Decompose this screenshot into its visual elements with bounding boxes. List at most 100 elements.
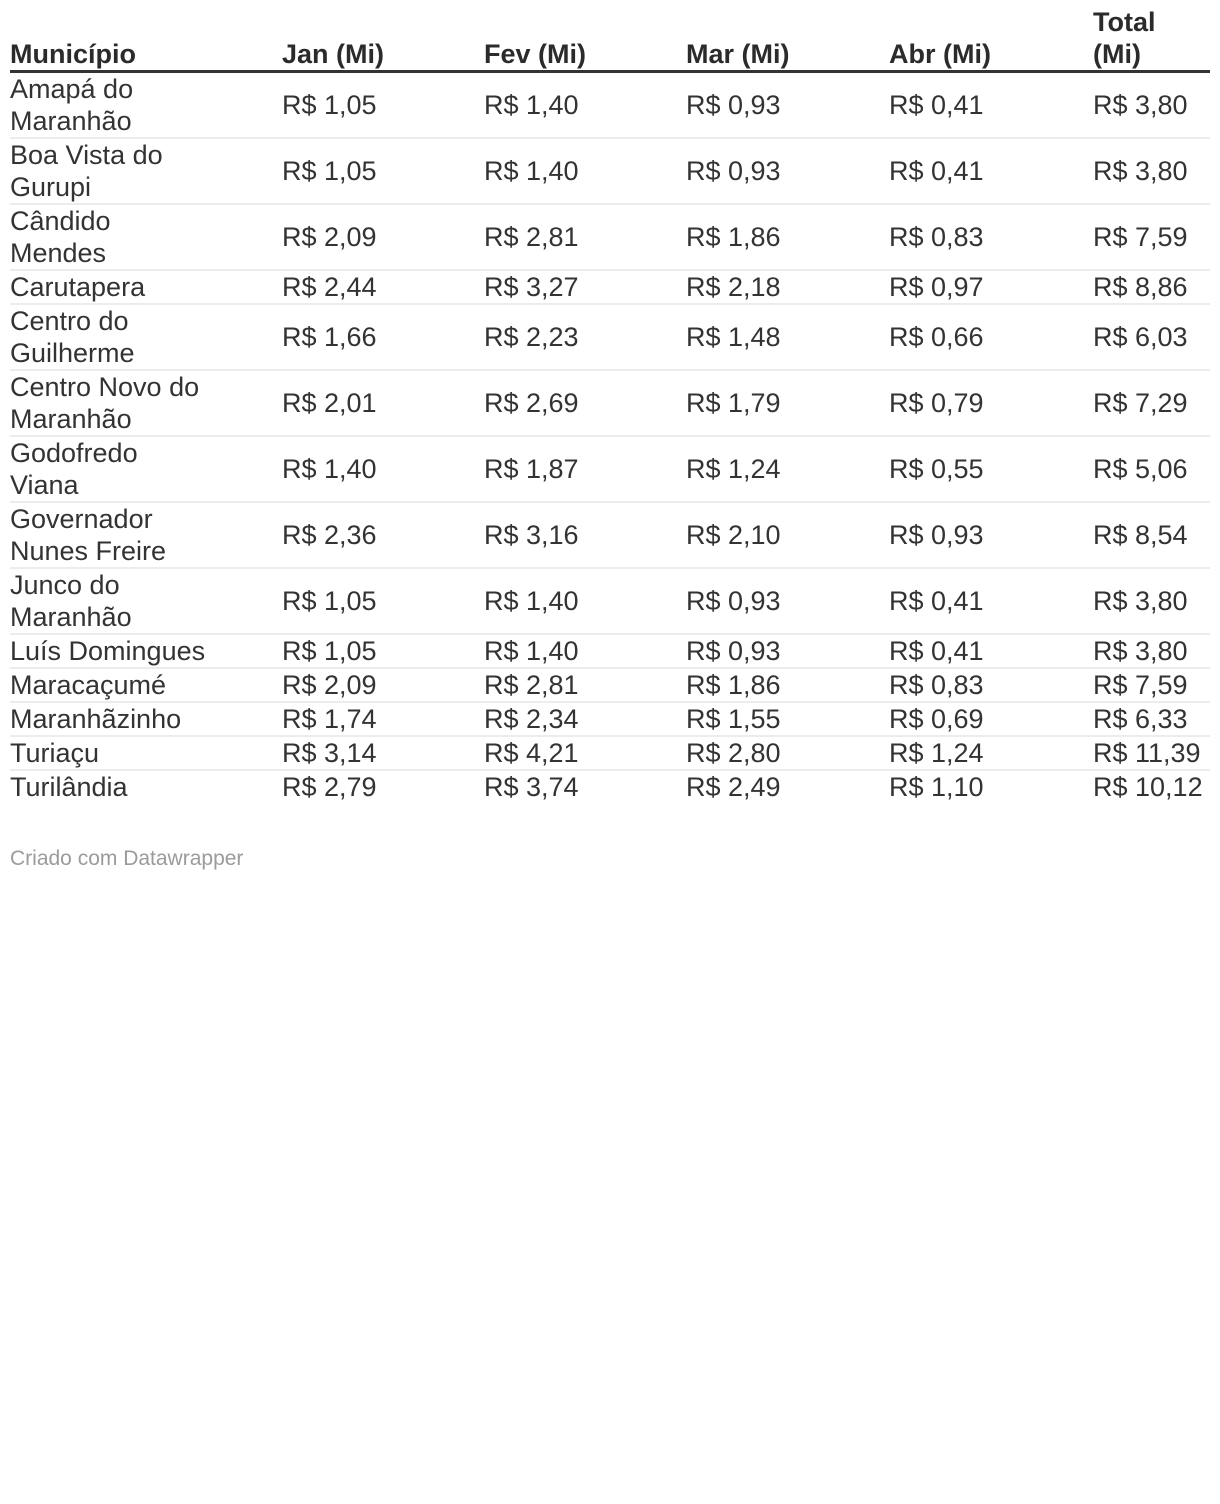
jan-value-cell: R$ 1,05 xyxy=(282,567,484,634)
total-value-cell: R$ 3,80 xyxy=(1093,633,1210,668)
abr-value-cell: R$ 0,97 xyxy=(889,269,1093,304)
fev-value-cell: R$ 4,21 xyxy=(484,735,686,770)
jan-value-cell: R$ 2,01 xyxy=(282,369,484,436)
mar-value-cell: R$ 2,10 xyxy=(686,501,889,568)
fev-value-cell: R$ 2,69 xyxy=(484,369,686,436)
municipality-cell: Boa Vista do Gurupi xyxy=(10,137,282,204)
mar-value-cell: R$ 0,93 xyxy=(686,90,781,120)
municipality-cell: Turiaçu xyxy=(10,735,282,770)
fev-value-cell: R$ 1,40 xyxy=(484,137,686,204)
abr-value-cell: R$ 0,66 xyxy=(889,303,1093,370)
mar-value-cell: R$ 2,49 xyxy=(686,769,889,803)
municipality-cell: Godofredo Viana xyxy=(10,435,282,502)
jan-value-cell: R$ 2,36 xyxy=(282,501,484,568)
table-row: Luís Domingues R$ 1,05 R$ 1,40 R$ 0,93 R… xyxy=(10,633,1210,668)
total-value-cell: R$ 6,03 xyxy=(1093,303,1210,370)
municipality-cell: Governador Nunes Freire xyxy=(10,501,282,568)
abr-value-cell: R$ 0,69 xyxy=(889,701,1093,736)
municipality-cell: Maracaçumé xyxy=(10,667,282,702)
table-row: Cândido Mendes R$ 2,09 R$ 2,81 R$ 1,86 R… xyxy=(10,203,1210,270)
municipality-cell: Centro do Guilherme xyxy=(10,303,282,370)
jan-value-cell: R$ 2,09 xyxy=(282,203,484,270)
jan-value-cell: R$ 1,40 xyxy=(282,435,484,502)
mar-value-cell: R$ 1,79 xyxy=(686,369,889,436)
datawrapper-credit-link[interactable]: Criado com Datawrapper xyxy=(10,847,244,870)
fev-value-cell: R$ 3,74 xyxy=(484,769,686,803)
fev-value-cell: R$ 2,81 xyxy=(484,667,686,702)
fev-value-cell: R$ 2,81 xyxy=(484,203,686,270)
table-row: Carutapera R$ 2,44 R$ 3,27 R$ 2,18 R$ 0,… xyxy=(10,269,1210,304)
municipality-cell: Luís Domingues xyxy=(10,633,282,668)
column-header-municipio: Município xyxy=(10,6,282,73)
column-header-abr: Abr (Mi) xyxy=(889,6,1093,73)
column-header-jan: Jan (Mi) xyxy=(282,6,484,73)
jan-value-cell: R$ 1,05 xyxy=(282,90,377,120)
table-row: Amapá do Maranhão R$ 1,05 R$ 1,40 R$ 0,9… xyxy=(10,72,1210,139)
abr-value-cell: R$ 0,79 xyxy=(889,369,1093,436)
table-row: Junco do Maranhão R$ 1,05 R$ 1,40 R$ 0,9… xyxy=(10,567,1210,634)
abr-value-cell: R$ 1,24 xyxy=(889,735,1093,770)
abr-value-cell: R$ 0,83 xyxy=(889,667,1093,702)
fev-value-cell: R$ 1,40 xyxy=(484,567,686,634)
total-value-cell: R$ 10,12 xyxy=(1093,769,1210,803)
column-header-total: Total (Mi) xyxy=(1093,6,1210,73)
municipality-cell: Amapá do Maranhão xyxy=(10,74,134,136)
mar-value-cell: R$ 1,48 xyxy=(686,303,889,370)
abr-value-cell: R$ 0,55 xyxy=(889,435,1093,502)
municipality-cell: Carutapera xyxy=(10,269,282,304)
table-row: Maranhãzinho R$ 1,74 R$ 2,34 R$ 1,55 R$ … xyxy=(10,701,1210,736)
column-header-mar: Mar (Mi) xyxy=(686,6,889,73)
datawrapper-table-page: Município Jan (Mi) Fev (Mi) Mar (Mi) Abr… xyxy=(10,6,1210,870)
jan-value-cell: R$ 2,44 xyxy=(282,269,484,304)
table-row: Centro Novo do Maranhão R$ 2,01 R$ 2,69 … xyxy=(10,369,1210,436)
mar-value-cell: R$ 0,93 xyxy=(686,137,889,204)
fev-value-cell: R$ 2,34 xyxy=(484,701,686,736)
table-body: Amapá do Maranhão R$ 1,05 R$ 1,40 R$ 0,9… xyxy=(10,72,1210,803)
mar-value-cell: R$ 2,80 xyxy=(686,735,889,770)
municipality-cell: Maranhãzinho xyxy=(10,701,282,736)
table-row: Turiaçu R$ 3,14 R$ 4,21 R$ 2,80 R$ 1,24 … xyxy=(10,735,1210,770)
jan-value-cell: R$ 1,74 xyxy=(282,701,484,736)
fev-value-cell: R$ 1,87 xyxy=(484,435,686,502)
jan-value-cell: R$ 1,05 xyxy=(282,137,484,204)
jan-value-cell: R$ 2,79 xyxy=(282,769,484,803)
abr-value-cell: R$ 0,41 xyxy=(889,90,984,120)
total-value-cell: R$ 3,80 xyxy=(1093,567,1210,634)
municipality-cell: Junco do Maranhão xyxy=(10,567,282,634)
table-row: Turilândia R$ 2,79 R$ 3,74 R$ 2,49 R$ 1,… xyxy=(10,769,1210,803)
mar-value-cell: R$ 1,24 xyxy=(686,435,889,502)
total-value-cell: R$ 7,59 xyxy=(1093,203,1210,270)
abr-value-cell: R$ 1,10 xyxy=(889,769,1093,803)
fev-value-cell: R$ 3,27 xyxy=(484,269,686,304)
municipality-cell: Turilândia xyxy=(10,769,282,803)
total-value-cell: R$ 3,80 xyxy=(1093,90,1188,120)
header-row: Município Jan (Mi) Fev (Mi) Mar (Mi) Abr… xyxy=(10,6,1210,73)
column-header-fev: Fev (Mi) xyxy=(484,6,686,73)
fev-value-cell: R$ 2,23 xyxy=(484,303,686,370)
jan-value-cell: R$ 2,09 xyxy=(282,667,484,702)
jan-value-cell: R$ 3,14 xyxy=(282,735,484,770)
table-row: Maracaçumé R$ 2,09 R$ 2,81 R$ 1,86 R$ 0,… xyxy=(10,667,1210,702)
table-row: Centro do Guilherme R$ 1,66 R$ 2,23 R$ 1… xyxy=(10,303,1210,370)
abr-value-cell: R$ 0,41 xyxy=(889,633,1093,668)
total-value-cell: R$ 7,59 xyxy=(1093,667,1210,702)
fev-value-cell: R$ 3,16 xyxy=(484,501,686,568)
mar-value-cell: R$ 0,93 xyxy=(686,633,889,668)
abr-value-cell: R$ 0,41 xyxy=(889,137,1093,204)
fev-value-cell: R$ 1,40 xyxy=(484,633,686,668)
total-value-cell: R$ 3,80 xyxy=(1093,137,1210,204)
jan-value-cell: R$ 1,66 xyxy=(282,303,484,370)
municipality-cell: Centro Novo do Maranhão xyxy=(10,369,282,436)
total-value-cell: R$ 8,54 xyxy=(1093,501,1210,568)
table-row: Godofredo Viana R$ 1,40 R$ 1,87 R$ 1,24 … xyxy=(10,435,1210,502)
municipality-cell: Cândido Mendes xyxy=(10,203,282,270)
abr-value-cell: R$ 0,93 xyxy=(889,501,1093,568)
table-row: Governador Nunes Freire R$ 2,36 R$ 3,16 … xyxy=(10,501,1210,568)
abr-value-cell: R$ 0,83 xyxy=(889,203,1093,270)
mar-value-cell: R$ 2,18 xyxy=(686,269,889,304)
mar-value-cell: R$ 1,86 xyxy=(686,667,889,702)
fev-value-cell: R$ 1,40 xyxy=(484,90,579,120)
total-value-cell: R$ 6,33 xyxy=(1093,701,1210,736)
total-value-cell: R$ 5,06 xyxy=(1093,435,1210,502)
data-table: Município Jan (Mi) Fev (Mi) Mar (Mi) Abr… xyxy=(10,6,1210,803)
